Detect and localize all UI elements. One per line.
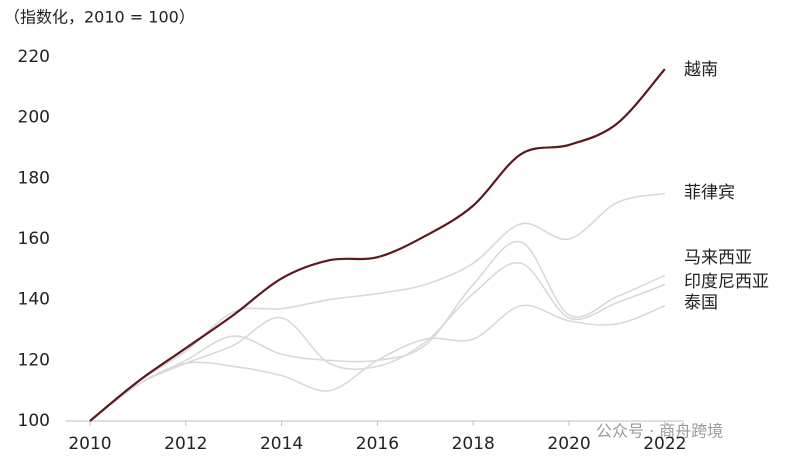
- series-line: [89, 262, 666, 422]
- y-tick-label: 220: [18, 47, 50, 67]
- series-label: 泰国: [684, 293, 718, 313]
- y-tick-label: 100: [18, 411, 50, 431]
- series-label: 马来西亚: [684, 248, 752, 268]
- x-tick-label: 2022: [643, 434, 686, 454]
- y-tick-label: 180: [18, 168, 50, 188]
- y-tick-label: 120: [18, 350, 50, 370]
- series-line: [89, 304, 666, 422]
- series-label: 印度尼西亚: [684, 272, 769, 292]
- series-label: 菲律宾: [684, 183, 735, 203]
- x-tick-label: 2010: [68, 434, 111, 454]
- x-tick-label: 2014: [260, 434, 303, 454]
- watermark: 公众号 · 商舟跨境: [596, 422, 723, 441]
- y-tick-label: 160: [18, 229, 50, 249]
- y-tick-label: 200: [18, 108, 50, 128]
- x-tick-label: 2012: [164, 434, 207, 454]
- series-label: 越南: [684, 60, 718, 80]
- series-line: [89, 240, 666, 422]
- chart-subtitle: （指数化，2010 = 100）: [4, 8, 195, 27]
- x-tick-label: 2018: [452, 434, 495, 454]
- y-tick-label: 140: [18, 290, 50, 310]
- x-tick-label: 2020: [547, 434, 590, 454]
- series-line: [89, 192, 665, 422]
- series-line: [89, 68, 666, 422]
- x-tick-label: 2016: [356, 434, 399, 454]
